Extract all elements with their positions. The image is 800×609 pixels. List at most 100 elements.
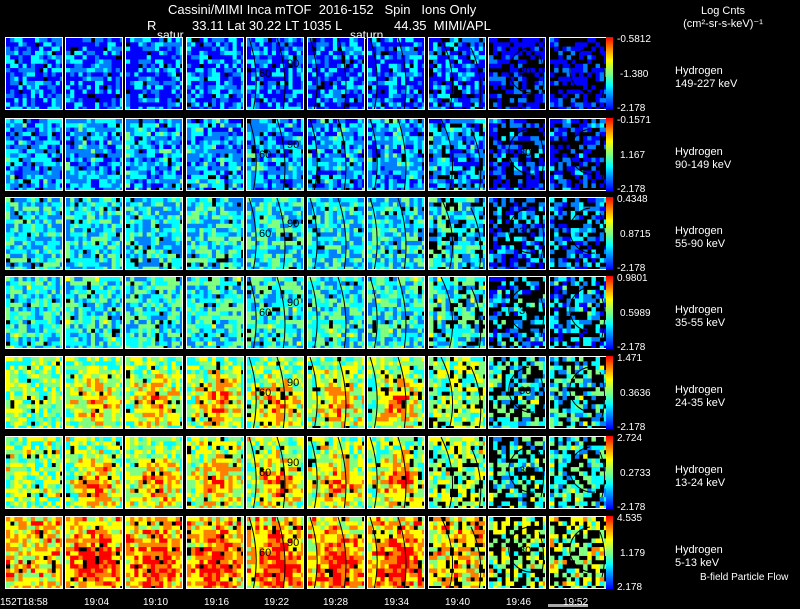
- pixel-cell: [134, 170, 139, 176]
- pixel-cell: [413, 55, 419, 60]
- pixel-cell: [115, 253, 121, 259]
- pixel-cell: [312, 68, 317, 73]
- pixel-cell: [119, 42, 122, 47]
- pixel-cell: [78, 98, 83, 103]
- pixel-cell: [441, 93, 446, 99]
- pixel-cell: [175, 245, 181, 250]
- pixel-cell: [199, 219, 204, 225]
- pixel-cell: [470, 187, 475, 190]
- pixel-cell: [47, 249, 52, 255]
- pixel-cell: [353, 93, 359, 99]
- pixel-cell: [288, 123, 293, 128]
- pixel-cell: [421, 144, 424, 150]
- pixel-cell: [405, 131, 410, 137]
- pixel-cell: [59, 187, 62, 190]
- pixel-cell: [119, 161, 122, 167]
- pixel-cell: [224, 206, 229, 212]
- pixel-cell: [292, 59, 298, 65]
- pixel-cell: [458, 72, 463, 77]
- pixel-cell: [518, 50, 523, 56]
- pixel-cell: [530, 123, 535, 128]
- pixel-cell: [509, 187, 515, 190]
- pixel-cell: [22, 153, 28, 158]
- pixel-cell: [397, 166, 402, 171]
- pixel-cell: [207, 170, 213, 176]
- pixel-cell: [191, 183, 196, 188]
- pixel-cell: [417, 140, 423, 146]
- pixel-cell: [82, 42, 88, 47]
- pixel-cell: [397, 157, 402, 163]
- pixel-cell: [316, 80, 321, 86]
- pixel-cell: [251, 85, 256, 90]
- pixel-cell: [39, 183, 44, 188]
- pixel-cell: [458, 136, 463, 141]
- pixel-cell: [14, 127, 19, 133]
- pixel-cell: [130, 149, 135, 154]
- pixel-cell: [232, 228, 238, 233]
- pixel-cell: [115, 59, 121, 65]
- pixel-cell: [312, 149, 317, 154]
- pixel-cell: [259, 102, 264, 107]
- pixel-cell: [332, 38, 338, 43]
- pixel-cell: [458, 98, 463, 103]
- pixel-cell: [39, 232, 44, 237]
- pixel-cell: [300, 119, 303, 124]
- pixel-cell: [445, 80, 451, 86]
- pixel-cell: [10, 140, 15, 146]
- pixel-cell: [397, 183, 402, 188]
- pixel-cell: [6, 102, 11, 107]
- pixel-cell: [280, 106, 285, 109]
- pixel-cell: [478, 55, 484, 60]
- pixel-cell: [345, 106, 350, 109]
- pixel-cell: [39, 144, 44, 150]
- pixel-cell: [401, 46, 406, 52]
- pixel-cell: [171, 228, 177, 233]
- pixel-cell: [224, 102, 229, 107]
- pixel-cell: [267, 46, 273, 52]
- pixel-cell: [163, 198, 168, 203]
- pixel-cell: [95, 183, 100, 188]
- pixel-cell: [35, 240, 40, 246]
- pixel-cell: [599, 123, 605, 128]
- pixel-cell: [39, 123, 44, 128]
- pixel-cell: [320, 179, 325, 184]
- pixel-cell: [207, 240, 213, 246]
- pixel-cell: [126, 119, 131, 124]
- pixel-cell: [138, 38, 143, 43]
- pixel-cell: [191, 187, 196, 190]
- pixel-cell: [474, 183, 480, 188]
- pixel-cell: [449, 119, 455, 124]
- pixel-cell: [284, 179, 289, 184]
- pixel-cell: [349, 89, 354, 95]
- pixel-cell: [324, 161, 330, 167]
- pixel-cell: [47, 232, 52, 237]
- pixel-cell: [433, 102, 438, 107]
- pixel-cell: [150, 232, 156, 237]
- pixel-cell: [86, 210, 92, 216]
- pixel-cell: [312, 55, 317, 60]
- pixel-cell: [308, 93, 313, 99]
- pixel-cell: [22, 262, 28, 267]
- pixel-cell: [39, 106, 44, 109]
- pixel-cell: [493, 80, 498, 86]
- pixel-cell: [372, 38, 377, 43]
- pixel-cell: [497, 140, 502, 146]
- pixel-cell: [207, 136, 213, 141]
- pixel-cell: [349, 72, 354, 77]
- pixel-cell: [119, 223, 122, 229]
- pixel-cell: [267, 131, 273, 137]
- pixel-cell: [82, 55, 88, 60]
- pixel-cell: [35, 98, 40, 103]
- pixel-cell: [163, 161, 168, 167]
- pixel-cell: [191, 249, 196, 255]
- pixel-cell: [247, 136, 252, 141]
- pixel-cell: [150, 42, 156, 47]
- pixel-cell: [159, 183, 164, 188]
- pixel-cell: [199, 85, 204, 90]
- pixel-cell: [284, 166, 289, 171]
- pixel-cell: [55, 98, 61, 103]
- pixel-cell: [337, 55, 342, 60]
- pixel-cell: [462, 93, 467, 99]
- pixel-cell: [271, 42, 277, 47]
- pixel-cell: [324, 149, 330, 154]
